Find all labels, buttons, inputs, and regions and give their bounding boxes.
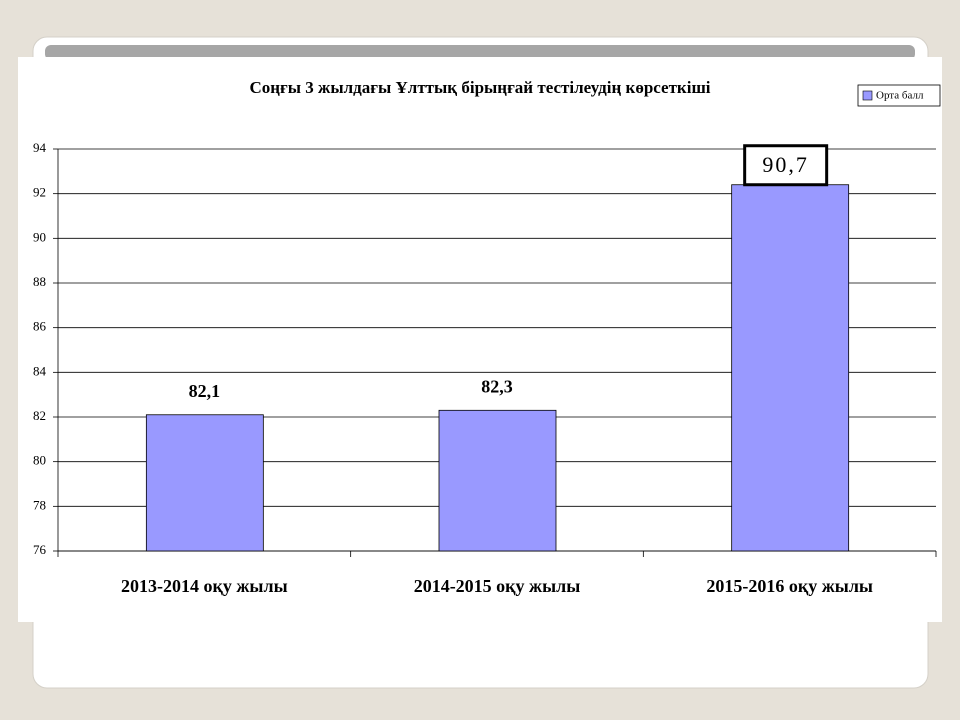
y-tick-label: 92: [33, 185, 46, 200]
y-tick-label: 84: [33, 363, 47, 378]
y-tick-label: 94: [33, 140, 47, 155]
annotation: 90,7: [762, 152, 809, 177]
bar: [438, 409, 557, 552]
bar: [145, 414, 264, 552]
x-tick-label: 2015-2016 оқу жылы: [706, 576, 873, 596]
annotation-box: [743, 144, 829, 187]
bar: [731, 184, 850, 552]
data-label: 82,3: [481, 376, 513, 396]
y-tick-label: 88: [33, 274, 46, 289]
legend-swatch: [862, 90, 873, 101]
legend: [857, 84, 941, 107]
data-label: 82,1: [189, 381, 221, 401]
y-tick-label: 86: [33, 319, 47, 334]
y-tick-label: 80: [33, 453, 46, 468]
x-tick-label: 2013-2014 оқу жылы: [121, 576, 288, 596]
slide-header-bar: [45, 45, 915, 60]
legend-label: Орта балл: [876, 90, 924, 102]
y-tick-label: 76: [33, 542, 47, 557]
y-tick-label: 90: [33, 229, 46, 244]
x-tick-label: 2014-2015 оқу жылы: [414, 576, 581, 596]
y-tick-label: 78: [33, 497, 46, 512]
y-tick-label: 82: [33, 408, 46, 423]
chart-title: Соңғы 3 жылдағы Ұлттық бірыңғай тестілеу…: [249, 78, 710, 97]
